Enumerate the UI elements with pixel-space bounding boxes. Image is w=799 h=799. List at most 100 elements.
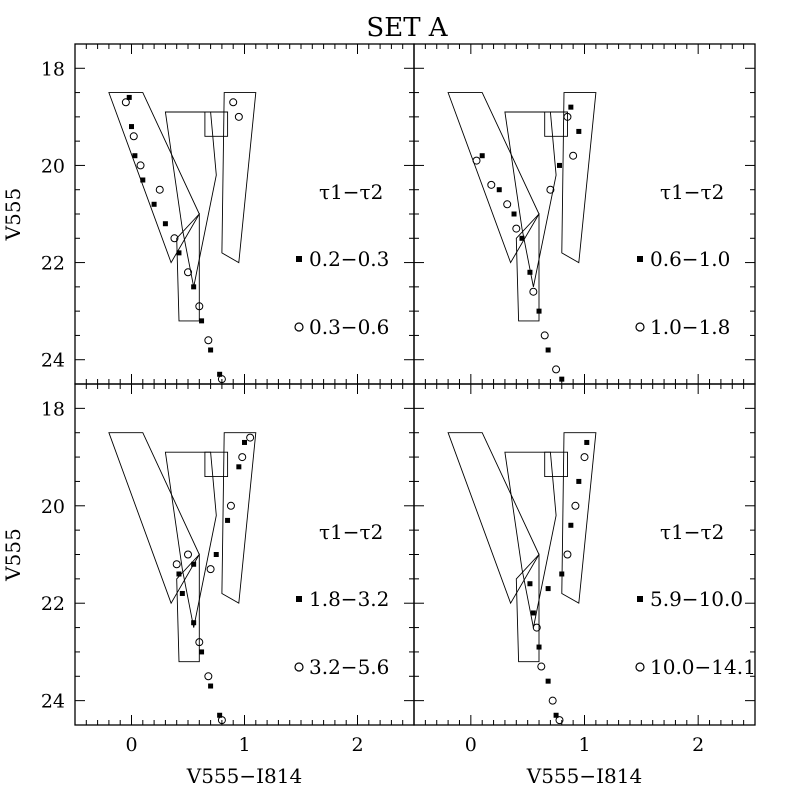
data-point-square xyxy=(132,153,138,159)
data-point-square xyxy=(496,187,502,193)
data-point-square xyxy=(217,371,223,377)
panel-top-right: τ1−τ2 0.6−1.0 1.0−1.8 xyxy=(413,43,756,385)
isochrone-box xyxy=(204,111,229,137)
x-tick-label: 1 xyxy=(238,734,250,756)
data-point-square xyxy=(536,308,542,314)
data-point-circle xyxy=(170,234,179,243)
data-point-circle xyxy=(569,151,578,160)
data-point-circle xyxy=(503,200,512,209)
x-tick-label: 1 xyxy=(578,734,590,756)
data-point-square xyxy=(479,153,485,159)
isochrone-box xyxy=(561,432,597,604)
data-point-circle xyxy=(136,161,145,170)
isochrone-box xyxy=(204,451,229,478)
y-axis-label: V555 xyxy=(1,528,25,582)
data-point-square xyxy=(584,439,590,445)
y-tick-label: 20 xyxy=(41,155,65,177)
x-tick-label: 2 xyxy=(692,734,704,756)
data-point-square xyxy=(199,318,205,324)
data-point-circle xyxy=(563,112,572,121)
isochrone-box xyxy=(561,92,597,264)
legend-marker-circle xyxy=(294,662,304,672)
data-point-square xyxy=(568,522,574,528)
isochrone-box xyxy=(221,432,257,604)
data-point-circle xyxy=(172,560,181,569)
legend-label: 1.8−3.2 xyxy=(309,587,389,611)
data-point-circle xyxy=(555,716,564,725)
data-point-circle xyxy=(121,98,130,107)
data-point-square xyxy=(519,235,525,241)
data-point-square xyxy=(568,104,574,110)
data-point-circle xyxy=(226,501,235,510)
figure-title: SET A xyxy=(366,13,448,43)
data-point-circle xyxy=(246,433,255,442)
data-point-square xyxy=(576,478,582,484)
data-point-circle xyxy=(537,662,546,671)
data-point-circle xyxy=(580,453,589,462)
isochrone-box xyxy=(447,432,540,605)
x-tick-label: 0 xyxy=(465,734,477,756)
data-point-square xyxy=(179,590,185,596)
isochrone-box xyxy=(108,92,200,264)
data-point-square xyxy=(191,620,197,626)
data-point-circle xyxy=(184,550,192,559)
data-point-circle xyxy=(552,365,561,374)
legend-label: 0.2−0.3 xyxy=(309,247,389,271)
legend-title: τ1−τ2 xyxy=(660,180,724,204)
data-point-square xyxy=(527,269,533,275)
y-tick-label: 18 xyxy=(41,398,65,420)
data-point-square xyxy=(553,712,559,718)
data-point-circle xyxy=(472,156,481,165)
data-point-square xyxy=(213,552,219,557)
data-point-square xyxy=(559,571,565,577)
y-tick-label: 22 xyxy=(41,253,65,275)
x-tick-label: 2 xyxy=(351,734,363,756)
data-point-square xyxy=(530,610,536,616)
data-point-square xyxy=(559,376,565,382)
isochrone-box xyxy=(447,92,540,264)
data-point-square xyxy=(545,678,551,684)
isochrone-box xyxy=(515,553,540,663)
data-point-circle xyxy=(238,453,247,462)
legend-label: 0.6−1.0 xyxy=(650,247,730,271)
data-point-square xyxy=(236,464,242,470)
data-point-square xyxy=(191,561,197,567)
data-point-square xyxy=(208,683,214,689)
data-point-circle xyxy=(563,550,572,559)
isochrone-box xyxy=(221,92,257,264)
data-point-square xyxy=(176,250,182,256)
y-tick-label: 22 xyxy=(41,593,65,615)
data-point-circle xyxy=(532,623,541,632)
isochrone-box xyxy=(515,212,540,322)
data-point-circle xyxy=(204,336,213,345)
legend-marker-circle xyxy=(635,662,645,672)
isochrone-box xyxy=(108,432,200,605)
legend-marker-square xyxy=(296,596,302,602)
data-point-square xyxy=(162,221,168,227)
legend-marker-circle xyxy=(294,322,304,332)
data-point-circle xyxy=(229,98,238,107)
data-point-square xyxy=(545,347,551,353)
data-point-circle xyxy=(206,565,215,574)
data-point-square xyxy=(176,571,182,577)
data-point-circle xyxy=(548,696,557,705)
data-point-square xyxy=(527,581,533,587)
data-point-square xyxy=(151,201,157,207)
legend-marker-circle xyxy=(635,322,645,332)
legend-marker-square xyxy=(637,256,643,262)
legend-title: τ1−τ2 xyxy=(319,520,383,544)
data-point-square xyxy=(140,177,146,183)
panel-bottom-right: 0 1 2 V555−I814 τ1−τ2 5.9−10.0 10.0−14.1 xyxy=(413,383,756,788)
legend-title: τ1−τ2 xyxy=(660,520,724,544)
legend-label: 0.3−0.6 xyxy=(309,315,389,339)
isochrone-box xyxy=(544,451,568,478)
isochrone-box xyxy=(504,451,557,628)
data-point-circle xyxy=(217,375,226,384)
data-point-square xyxy=(242,439,247,445)
isochrone-box xyxy=(544,111,568,137)
legend-label: 10.0−14.1 xyxy=(650,655,756,679)
data-point-circle xyxy=(217,716,226,725)
x-tick-label: 0 xyxy=(125,734,137,756)
